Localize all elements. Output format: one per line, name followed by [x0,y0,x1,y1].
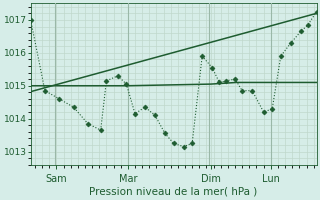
X-axis label: Pression niveau de la mer( hPa ): Pression niveau de la mer( hPa ) [90,187,258,197]
